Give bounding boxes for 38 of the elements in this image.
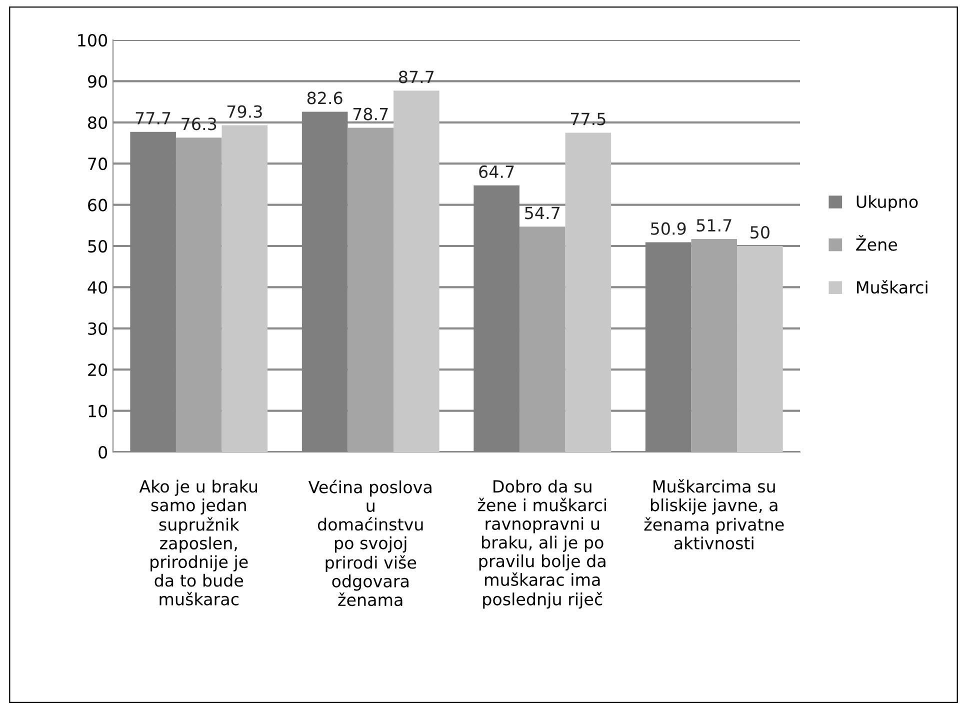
y-tick-label: 40	[88, 281, 108, 294]
bar	[394, 90, 440, 452]
y-tick-label: 70	[88, 158, 108, 170]
x-tick-label: Većina poslova u domaćinstvu po svojoj prirodi više odgovara ženama	[308, 480, 432, 606]
y-tick-label: 100	[78, 34, 108, 47]
bar	[737, 246, 783, 452]
y-tick-label: 50	[88, 240, 108, 253]
bar	[519, 226, 566, 452]
bar	[348, 128, 394, 452]
bar	[176, 138, 222, 452]
x-tick-label: Dobro da su žene i muškarci ravnopravni u braku, ali je po pravilu bolje da muškarac ima poslednju riječ	[478, 480, 606, 609]
data-label: 51.7	[696, 219, 732, 232]
bar	[222, 125, 268, 452]
data-label: 79.3	[227, 105, 262, 118]
legend-label: Žene	[856, 235, 898, 251]
data-label: 78.7	[353, 108, 388, 120]
y-tick-label: 10	[88, 404, 108, 418]
data-label: 50	[750, 226, 770, 239]
data-label: 64.7	[479, 165, 514, 178]
data-label: 54.7	[525, 206, 560, 220]
x-tick-label: Muškarcima su bliskije javne, a ženama privatne aktivnosti	[644, 479, 784, 550]
y-tick-label: 60	[88, 198, 108, 212]
y-tick-label: 30	[88, 322, 108, 335]
bar	[691, 238, 738, 452]
y-tick-label: 20	[88, 364, 108, 376]
bar	[565, 132, 612, 452]
data-label: 82.6	[307, 92, 342, 104]
data-label: 77.5	[570, 112, 606, 126]
y-tick-label: 0	[98, 446, 108, 459]
y-tick-label: 90	[88, 75, 108, 88]
y-tick-label: 80	[88, 116, 108, 129]
data-label: 76.3	[182, 118, 216, 130]
data-label: 77.7	[136, 112, 170, 124]
x-tick-label: Ako je u braku samo jedan supružnik zaposlen, prirodnije je da to bude muškarac	[139, 480, 258, 606]
legend-label: Muškarci	[857, 280, 928, 294]
data-label: 87.7	[399, 70, 434, 84]
legend-label: Ukupno	[856, 195, 918, 212]
data-label: 50.9	[651, 222, 686, 235]
